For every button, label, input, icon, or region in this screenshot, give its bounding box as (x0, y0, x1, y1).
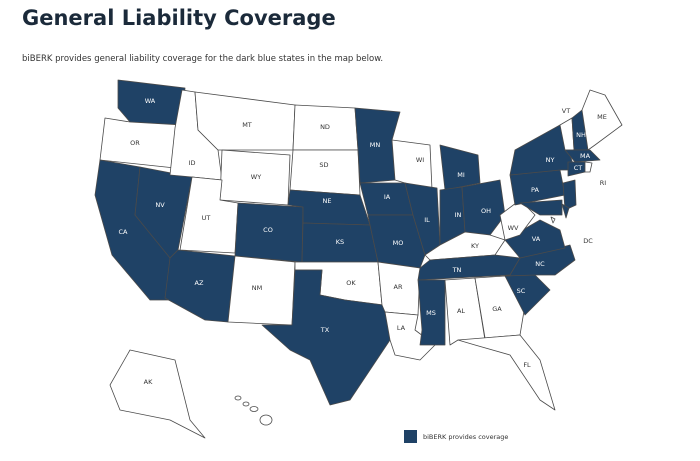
state-label: MS (426, 309, 436, 317)
state-label: NH (576, 131, 586, 139)
island (234, 395, 242, 401)
state-label: NV (155, 201, 165, 209)
state-label: CO (263, 226, 273, 234)
state (561, 203, 570, 219)
page-title: General Liability Coverage (22, 6, 336, 30)
state (564, 149, 601, 163)
state-label: WY (251, 173, 261, 181)
state-label: IL (424, 216, 430, 224)
state-label: KY (471, 242, 479, 250)
state-label: IA (384, 193, 391, 201)
state-label: TX (320, 326, 330, 334)
state-label: WV (508, 224, 519, 232)
state (584, 161, 593, 173)
state-label: UT (202, 214, 211, 222)
state-label: OR (130, 139, 140, 147)
state (289, 149, 361, 196)
state-label: ID (189, 159, 196, 167)
legend-swatch (404, 430, 417, 443)
state-label: SD (319, 161, 328, 169)
island (259, 414, 273, 426)
state-label: VA (532, 235, 541, 243)
state (391, 139, 433, 191)
state (417, 279, 446, 346)
state-label: MT (242, 121, 252, 129)
state (509, 124, 576, 176)
state (550, 216, 556, 224)
subtitle: biBERK provides general liability covera… (22, 54, 384, 64)
state-label: SC (517, 287, 526, 295)
state-label: NJ (587, 193, 594, 201)
state-label: PA (531, 186, 540, 194)
state (109, 349, 206, 439)
state-label: OK (346, 279, 356, 287)
state-label: IN (455, 211, 462, 219)
state-label: TN (452, 266, 462, 274)
state-label: MN (370, 141, 381, 149)
state (194, 91, 296, 151)
state (562, 179, 577, 211)
state-label: NE (323, 197, 332, 205)
state (504, 244, 576, 277)
state-label: AZ (195, 279, 204, 287)
legend-label: biBERK provides coverage (423, 433, 508, 441)
state (99, 117, 183, 169)
state (461, 179, 506, 236)
state-label: MI (457, 171, 465, 179)
island (249, 406, 259, 412)
state-label: AL (457, 307, 465, 315)
state-label: AR (394, 283, 403, 291)
state-label: CA (119, 228, 129, 236)
state (519, 199, 563, 216)
state-label: NM (252, 284, 262, 292)
state-label: OH (481, 207, 491, 215)
island (242, 401, 250, 407)
state-label: LA (397, 324, 406, 332)
state-label: KS (336, 238, 344, 246)
state (457, 334, 556, 411)
state-label: NY (546, 156, 555, 164)
hawaii (234, 395, 273, 426)
state (261, 269, 391, 406)
state-label: MO (393, 239, 404, 247)
state-label: WI (416, 156, 424, 164)
state-label: DC (583, 237, 593, 245)
state-label: MA (580, 152, 591, 160)
state-label: MD (583, 225, 594, 233)
state-label: WA (145, 97, 156, 105)
state-label: RI (600, 179, 607, 187)
state-label: ME (597, 113, 607, 121)
state-label: NC (535, 260, 545, 268)
state-label: CT (574, 164, 583, 172)
state-label: FL (523, 361, 531, 369)
state-label: GA (492, 305, 502, 313)
state (384, 311, 436, 361)
state-label: DE (583, 209, 592, 217)
state (504, 219, 566, 259)
state-label: ND (320, 123, 330, 131)
state (439, 144, 481, 191)
state-label: AK (144, 378, 153, 386)
state-label: VT (562, 107, 570, 115)
